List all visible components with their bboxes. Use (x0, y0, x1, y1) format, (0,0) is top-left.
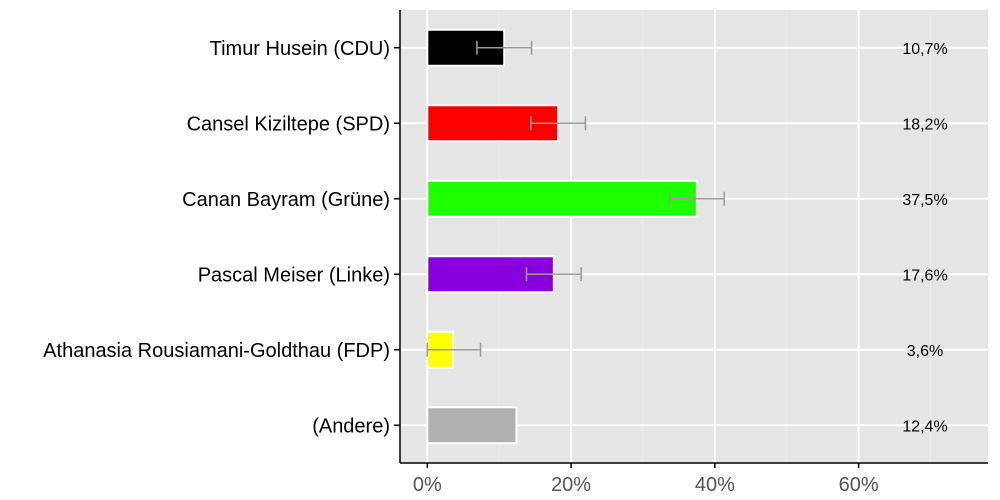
plot-background (400, 10, 988, 463)
value-label: 18,2% (902, 116, 947, 133)
value-label: 37,5% (902, 192, 947, 209)
x-tick-labels: 0% 20% 40% 60% (413, 474, 879, 496)
value-label: 10,7% (902, 41, 947, 58)
category-label: Pascal Meiser (Linke) (198, 264, 390, 286)
value-label: 3,6% (907, 343, 943, 360)
error-bars (426, 40, 725, 357)
category-label: Cansel Kiziltepe (SPD) (187, 113, 390, 135)
x-tick-label: 0% (413, 474, 442, 496)
bar (426, 179, 698, 218)
category-label: Canan Bayram (Grüne) (182, 189, 390, 211)
category-label: Timur Husein (CDU) (210, 38, 390, 60)
x-tick-label: 20% (551, 474, 591, 496)
value-labels: 10,7% 18,2% 37,5% 17,6% 3,6% 12,4% (902, 41, 947, 436)
x-tick-label: 60% (839, 474, 879, 496)
bar (426, 406, 518, 445)
x-tick-label: 40% (695, 474, 735, 496)
category-label: (Andere) (312, 415, 390, 437)
bars (426, 28, 698, 445)
category-label: Athanasia Rousiamani-Goldthau (FDP) (43, 340, 390, 362)
axes (394, 10, 988, 468)
value-label: 12,4% (902, 418, 947, 435)
category-labels: Timur Husein (CDU) Cansel Kiziltepe (SPD)… (43, 38, 390, 438)
value-label: 17,6% (902, 267, 947, 284)
